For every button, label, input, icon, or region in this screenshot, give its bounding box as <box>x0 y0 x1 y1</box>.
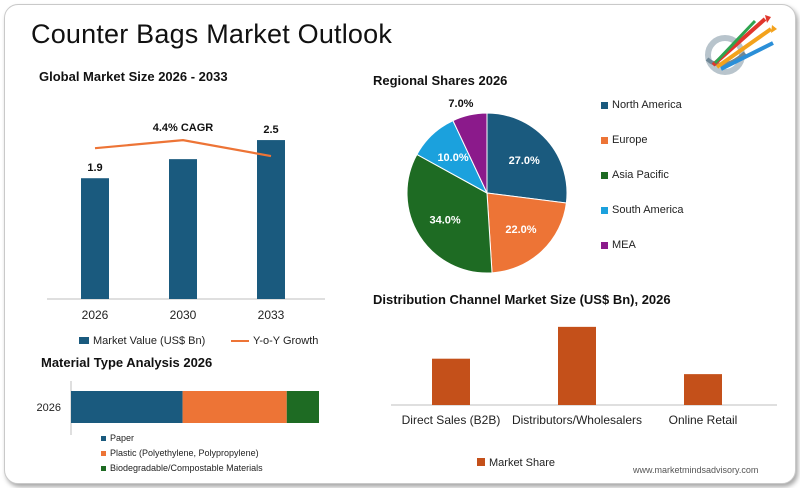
legend-swatch <box>601 206 608 214</box>
pie-legend: North America Europe Asia Pacific South Ame… <box>601 99 684 274</box>
legend-swatch <box>101 436 106 442</box>
legend-label: North America <box>612 99 682 111</box>
legend-swatch-market-share <box>477 458 485 466</box>
legend-label: MEA <box>612 239 636 251</box>
material-type-title: Material Type Analysis 2026 <box>41 355 213 370</box>
legend-swatch-market-value <box>79 337 89 344</box>
x-tick-label: Direct Sales (B2B) <box>402 413 501 427</box>
material-type-chart: 2026 <box>37 381 319 435</box>
legend-label: Plastic (Polyethylene, Polypropylene) <box>110 448 259 458</box>
market-value-bar <box>81 178 109 299</box>
pie-value-label: 22.0% <box>505 224 536 236</box>
legend-label: South America <box>612 204 684 216</box>
regional-pie-chart: 27.0% 22.0% 34.0% 10.0% 7.0% <box>406 98 568 274</box>
pie-legend-item: North America <box>601 99 684 111</box>
pie-value-label: 27.0% <box>509 155 540 167</box>
distribution-chart: Direct Sales (B2B) Distributors/Wholesale… <box>391 326 777 469</box>
x-tick-label: Distributors/Wholesalers <box>512 413 642 427</box>
material-segment <box>71 391 183 423</box>
pie-slice <box>486 192 567 274</box>
legend-label: Asia Pacific <box>612 169 669 181</box>
pie-value-label: 10.0% <box>437 152 468 164</box>
material-legend-item: Biodegradable/Compostable Materials <box>101 463 263 473</box>
regional-shares-title: Regional Shares 2026 <box>373 73 508 88</box>
channel-bar <box>432 358 470 405</box>
legend-swatch <box>601 136 608 144</box>
market-size-legend: Market Value (US$ Bn) Y-o-Y Growth <box>79 335 318 347</box>
legend-swatch <box>101 451 106 457</box>
pie-value-label: 34.0% <box>430 215 461 227</box>
cagr-annotation: 4.4% CAGR <box>153 122 214 134</box>
distribution-title: Distribution Channel Market Size (US$ Bn… <box>373 292 671 307</box>
channel-bar <box>684 374 722 405</box>
pie-value-label: 7.0% <box>448 98 473 110</box>
infographic-frame: Counter Bags Market Outlook Global Marke… <box>4 4 796 484</box>
pie-legend-item: Asia Pacific <box>601 169 684 181</box>
legend-swatch <box>601 241 608 249</box>
pie-legend-item: South America <box>601 204 684 216</box>
x-tick-label: 2033 <box>258 308 285 322</box>
legend-label: Europe <box>612 134 648 146</box>
market-size-title: Global Market Size 2026 - 2033 <box>39 69 228 84</box>
pie-slice <box>486 112 568 204</box>
legend-market-share: Market Share <box>489 457 555 469</box>
footer-url: www.marketmindsadvisory.com <box>633 465 759 475</box>
market-value-bar <box>257 140 285 299</box>
x-tick-label: 2026 <box>82 308 109 322</box>
distribution-legend: Market Share <box>477 457 555 469</box>
legend-swatch <box>601 171 608 179</box>
x-tick-label: 2030 <box>170 308 197 322</box>
page-title: Counter Bags Market Outlook <box>31 19 393 49</box>
pie-slice <box>452 112 488 194</box>
material-legend-item: Paper <box>101 433 263 443</box>
material-segment <box>286 391 319 423</box>
market-value-bar <box>169 159 197 299</box>
logo-swoosh <box>705 51 747 67</box>
bar-value-label: 1.9 <box>87 162 102 174</box>
y-tick-label: 2026 <box>37 402 61 414</box>
bar-value-label: 2.5 <box>263 124 278 136</box>
legend-market-value: Market Value (US$ Bn) <box>93 335 205 347</box>
channel-bar <box>558 326 596 405</box>
legend-label: Biodegradable/Compostable Materials <box>110 463 263 473</box>
pie-legend-item: MEA <box>601 239 684 251</box>
market-size-chart: 1.9 2026 2030 2.5 2033 4.4% CAGR Market Value … <box>47 122 325 347</box>
legend-growth: Y-o-Y Growth <box>253 335 318 347</box>
growth-line <box>94 139 272 158</box>
legend-label: Paper <box>110 433 135 443</box>
legend-swatch <box>101 466 106 472</box>
material-legend-item: Plastic (Polyethylene, Polypropylene) <box>101 448 263 458</box>
material-segment <box>182 391 287 423</box>
legend-swatch <box>601 101 608 109</box>
x-tick-label: Online Retail <box>669 413 738 427</box>
pie-legend-item: Europe <box>601 134 684 146</box>
material-legend: Paper Plastic (Polyethylene, Polypropylen… <box>101 433 263 478</box>
brand-logo <box>705 15 777 75</box>
